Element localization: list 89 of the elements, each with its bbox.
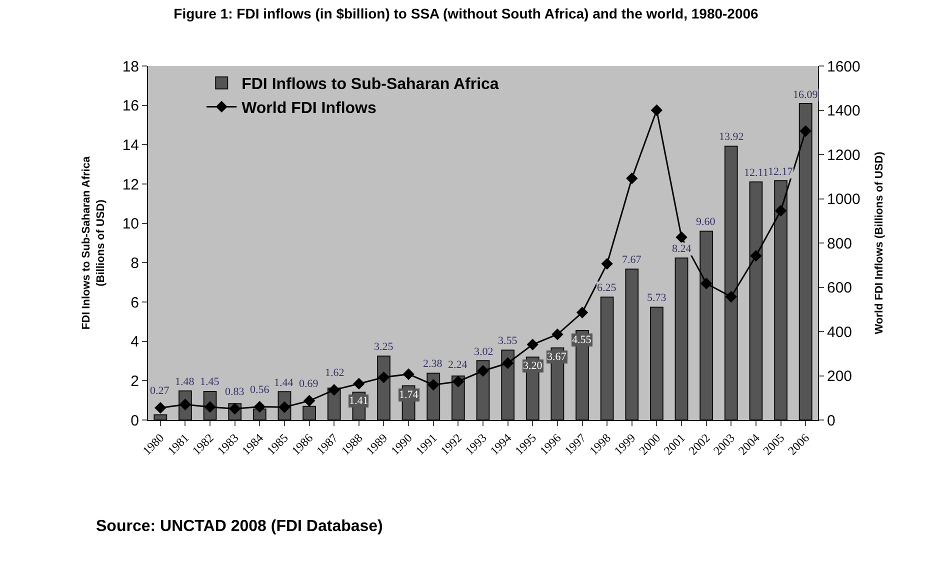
data-label: 3.55	[498, 335, 518, 347]
point	[800, 125, 812, 137]
data-label: 1.62	[325, 367, 344, 379]
point	[154, 402, 166, 414]
point	[750, 250, 762, 262]
bar	[252, 408, 266, 420]
data-label: 13.92	[719, 131, 744, 143]
y2-tick-label: 1600	[827, 58, 860, 76]
y-tick-label: 4	[130, 334, 139, 351]
y-axis-title: FDI Inlows to Sub-Saharan Africa (Billions of USD)	[80, 156, 107, 330]
point	[576, 306, 588, 318]
data-label: 0.27	[150, 385, 170, 397]
data-label: 8.24	[672, 243, 692, 255]
y-tick-label: 14	[122, 136, 139, 154]
point	[700, 278, 712, 290]
point	[452, 376, 464, 388]
point	[725, 290, 737, 303]
data-label: 0.69	[299, 378, 319, 390]
data-label: 1.44	[274, 377, 294, 389]
point	[254, 400, 266, 413]
bar	[154, 414, 168, 420]
point	[774, 204, 787, 217]
y-tick-label: 12	[122, 176, 139, 194]
data-label: 1.48	[175, 376, 195, 388]
y-tick-label: 10	[122, 216, 139, 233]
legend-label: FDI Inflows to Sub-Saharan Africa	[242, 76, 499, 94]
data-label: 7.67	[622, 254, 642, 266]
y2-tick-label: 800	[827, 235, 852, 252]
y2-tick-label: 400	[827, 324, 852, 341]
source-note: Source: UNCTAD 2008 (FDI Database)	[96, 518, 383, 535]
y2-tick-label: 0	[827, 412, 836, 430]
point	[601, 258, 613, 270]
bar	[798, 103, 812, 420]
y2-tick-label: 1400	[827, 102, 860, 120]
data-label: 5.73	[647, 292, 667, 304]
point	[428, 378, 440, 391]
bar	[749, 181, 763, 420]
y-tick-label: 0	[130, 412, 139, 430]
data-label: 3.67	[547, 351, 567, 363]
y2-tick-label: 1200	[827, 146, 860, 164]
point	[626, 172, 638, 184]
y-tick-label: 16	[122, 98, 139, 115]
data-label: 16.09	[793, 89, 818, 101]
data-label: 0.56	[250, 384, 270, 396]
chart-title: Figure 1: FDI inflows (in $billion) to SSA (without South Africa) and the world, 1980-2006	[174, 5, 759, 22]
y2-axis-title: World FDI Inflows (Billions of USD)	[874, 151, 886, 334]
bar	[625, 268, 639, 420]
legend-label: World FDI Inflows	[242, 100, 377, 117]
point	[328, 384, 340, 396]
data-label: 12.11	[744, 167, 768, 179]
data-label: 9.60	[696, 216, 716, 228]
point	[650, 104, 663, 116]
data-label: 1.41	[349, 395, 368, 407]
data-label: 3.20	[523, 360, 543, 372]
y2-tick-label: 1000	[827, 191, 860, 208]
point	[378, 371, 390, 384]
point	[552, 328, 564, 340]
data-label: 3.02	[474, 346, 494, 358]
data-label: 3.25	[374, 341, 394, 353]
y2-tick-label: 600	[827, 280, 852, 296]
bar	[600, 296, 614, 420]
y-tick-label: 2	[130, 372, 139, 390]
bar	[774, 180, 788, 420]
bar	[650, 306, 664, 420]
bar	[674, 257, 688, 420]
data-label: 1.74	[399, 389, 419, 401]
point	[502, 357, 514, 369]
y-tick-label: 6	[130, 294, 139, 312]
data-label: 2.24	[448, 359, 468, 371]
data-label: 4.55	[572, 334, 592, 346]
bar	[377, 356, 390, 420]
data-label: 0.83	[225, 386, 245, 398]
y-tick-label: 8	[130, 254, 139, 272]
bar	[700, 230, 714, 420]
data-label: 12.17	[768, 166, 794, 178]
y2-tick-label: 200	[827, 368, 852, 385]
point	[526, 338, 538, 350]
data-label: 6.25	[597, 282, 617, 294]
data-label: 2.38	[423, 358, 443, 370]
point	[477, 365, 489, 377]
point	[303, 394, 316, 407]
point	[676, 231, 688, 244]
y-tick-label: 18	[122, 58, 139, 76]
bar	[724, 146, 738, 420]
point	[353, 378, 365, 390]
data-label: 1.45	[200, 376, 220, 388]
bar	[302, 406, 316, 420]
bar	[501, 350, 515, 420]
point	[402, 368, 414, 380]
